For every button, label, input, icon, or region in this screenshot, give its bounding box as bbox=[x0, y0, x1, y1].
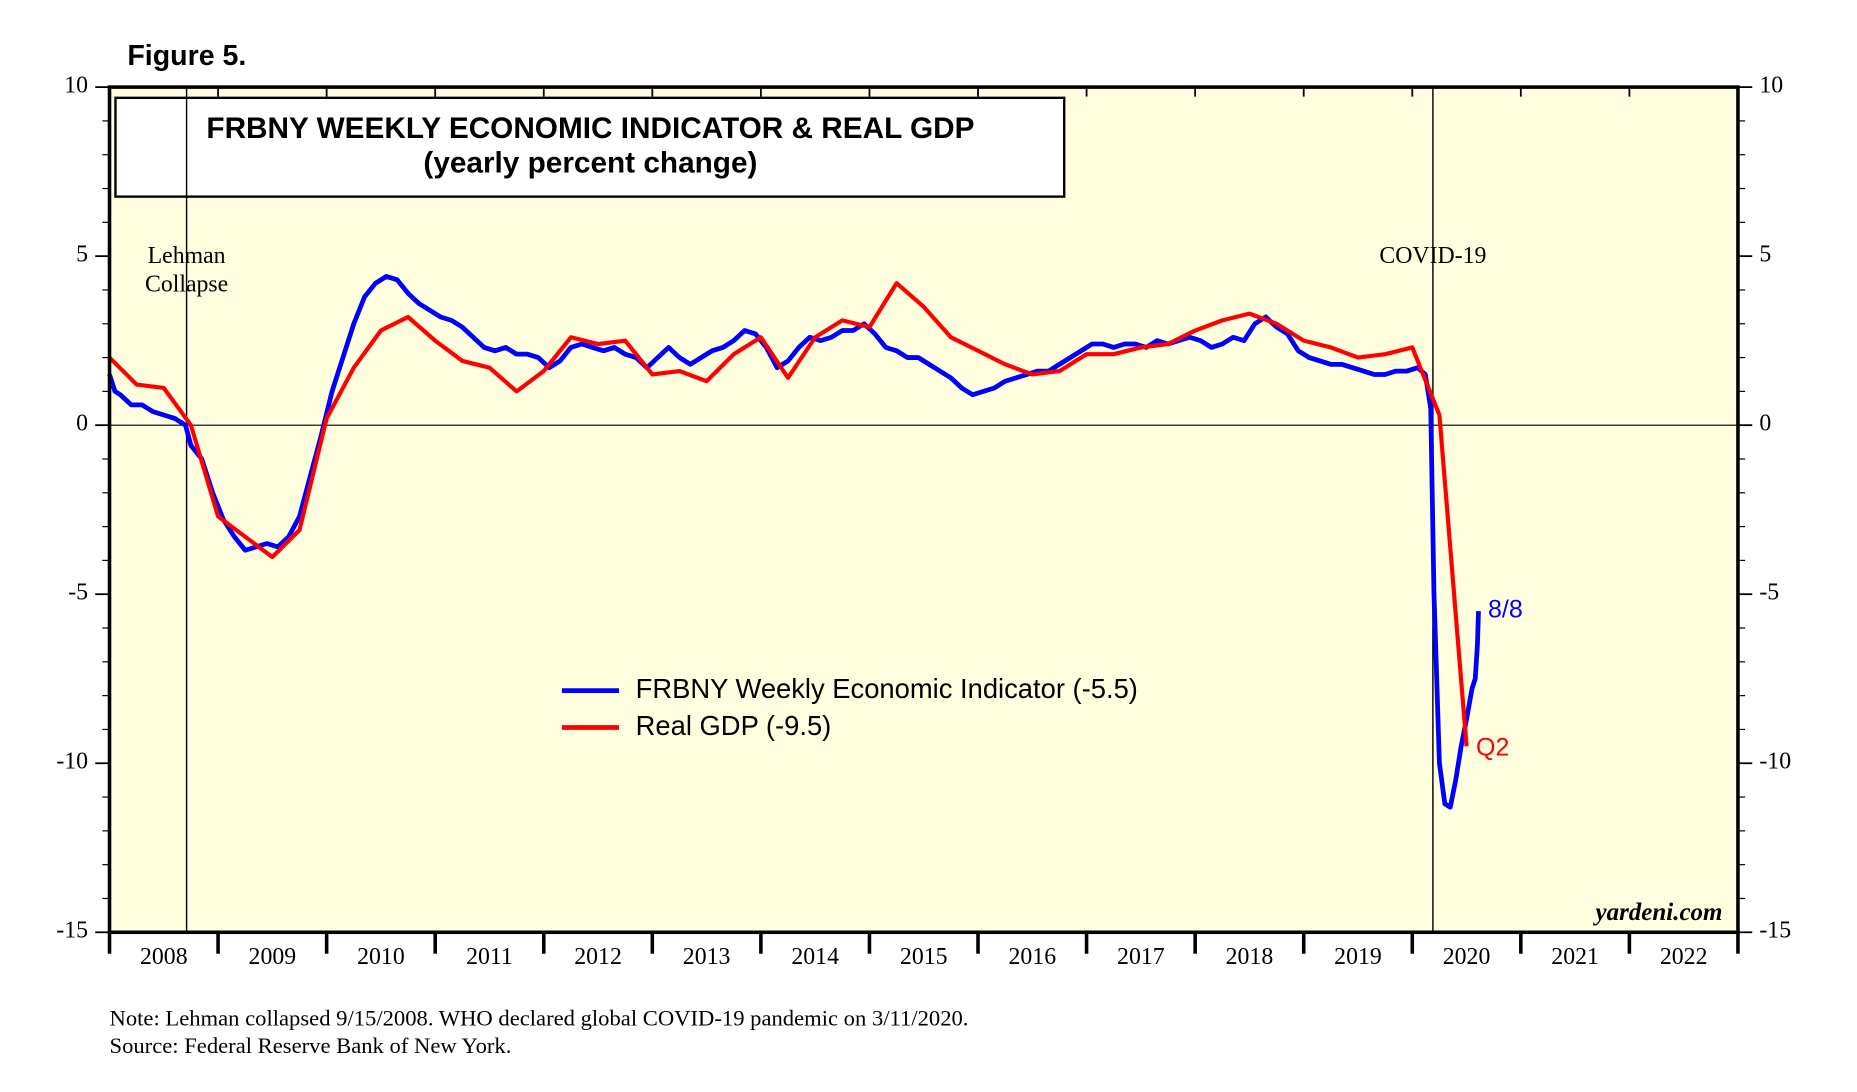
x-tick-label: 2015 bbox=[900, 944, 948, 970]
x-tick-label: 2008 bbox=[140, 944, 188, 970]
event-label: Lehman bbox=[148, 243, 226, 269]
plot-background bbox=[109, 87, 1738, 933]
y-tick-label: 10 bbox=[64, 73, 88, 99]
chart-title: FRBNY WEEKLY ECONOMIC INDICATOR & REAL G… bbox=[206, 112, 974, 145]
x-tick-label: 2017 bbox=[1117, 944, 1165, 970]
x-tick-label: 2009 bbox=[249, 944, 297, 970]
series-line bbox=[108, 281, 1469, 747]
y-tick-label: 0 bbox=[76, 411, 88, 437]
series-line bbox=[107, 274, 1481, 810]
source: Source: Federal Reserve Bank of New York… bbox=[110, 1033, 512, 1058]
y2-tick-label: 5 bbox=[1759, 242, 1771, 268]
y-tick-label: -5 bbox=[68, 580, 88, 606]
note: Note: Lehman collapsed 9/15/2008. WHO de… bbox=[110, 1006, 969, 1031]
chart-subtitle: (yearly percent change) bbox=[423, 146, 757, 179]
x-tick-label: 2012 bbox=[574, 944, 622, 970]
y-tick-label: -15 bbox=[56, 918, 88, 944]
end-label: 8/8 bbox=[1488, 596, 1523, 624]
y-tick-label: 5 bbox=[76, 242, 88, 268]
figure-label: Figure 5. bbox=[127, 40, 246, 72]
y2-tick-label: -5 bbox=[1759, 580, 1779, 606]
plot-frame bbox=[107, 85, 1740, 935]
x-tick-label: 2016 bbox=[1009, 944, 1057, 970]
x-tick-label: 2011 bbox=[466, 944, 513, 970]
title-box bbox=[114, 96, 1066, 198]
legend-label: Real GDP (-9.5) bbox=[636, 710, 832, 741]
x-tick-label: 2020 bbox=[1443, 944, 1491, 970]
x-tick-label: 2022 bbox=[1660, 944, 1708, 970]
y2-tick-label: 0 bbox=[1759, 411, 1771, 437]
y2-tick-label: -10 bbox=[1759, 749, 1791, 775]
y2-tick-label: 10 bbox=[1759, 73, 1783, 99]
legend-label: FRBNY Weekly Economic Indicator (-5.5) bbox=[636, 673, 1138, 704]
x-tick-label: 2014 bbox=[791, 944, 839, 970]
event-label: Collapse bbox=[145, 271, 228, 297]
y-tick-label: -10 bbox=[56, 749, 88, 775]
x-tick-label: 2013 bbox=[683, 944, 731, 970]
y2-tick-label: -15 bbox=[1759, 918, 1791, 944]
watermark: yardeni.com bbox=[1593, 899, 1723, 926]
x-tick-label: 2010 bbox=[357, 944, 405, 970]
end-label: Q2 bbox=[1476, 733, 1509, 761]
event-label: COVID-19 bbox=[1379, 243, 1486, 269]
x-tick-label: 2018 bbox=[1226, 944, 1274, 970]
x-tick-label: 2021 bbox=[1551, 944, 1599, 970]
x-tick-label: 2019 bbox=[1334, 944, 1382, 970]
